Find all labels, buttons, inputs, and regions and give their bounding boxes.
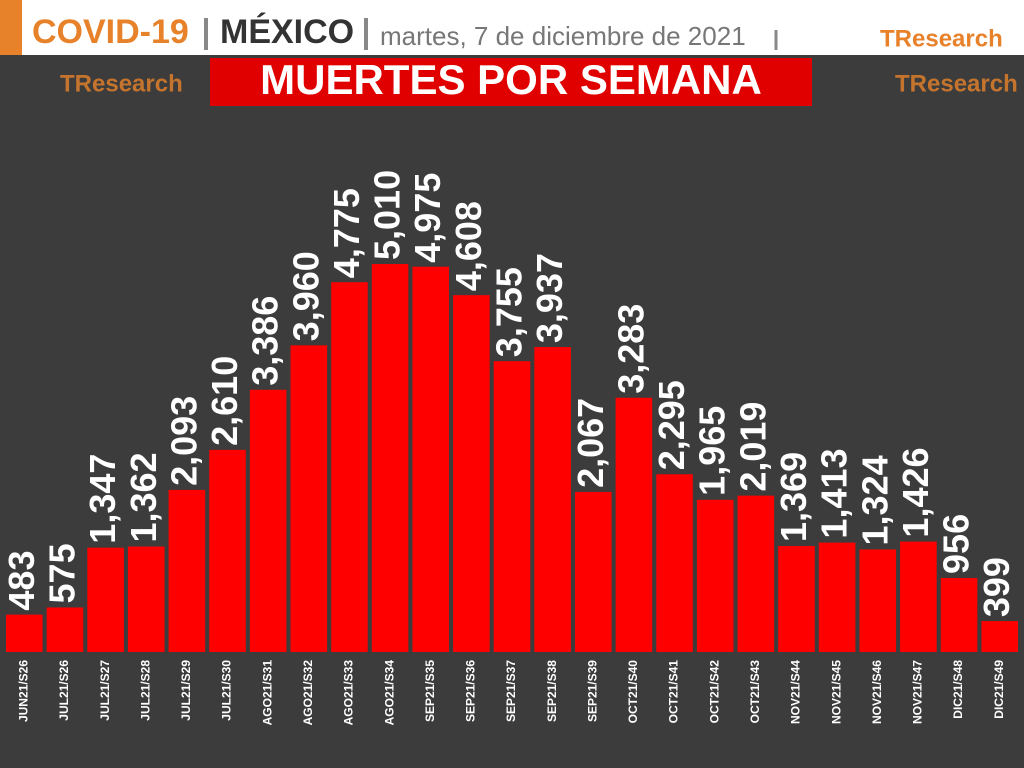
bar: [656, 474, 693, 652]
bar: [46, 607, 84, 652]
bar: [981, 621, 1018, 652]
x-tick-label: NOV21/S46: [870, 660, 884, 724]
value-label: 575: [41, 543, 82, 603]
bar: [290, 345, 328, 652]
title-box: [210, 58, 812, 106]
x-tick-label: SEP21/S37: [504, 660, 518, 722]
value-label: 956: [936, 514, 977, 574]
bar: [249, 389, 287, 652]
value-label: 3,960: [285, 251, 326, 341]
value-label: 1,965: [692, 406, 733, 496]
bar: [778, 545, 815, 652]
x-tick-label: JUL21/S30: [220, 660, 234, 721]
x-tick-label: SEP21/S38: [545, 660, 559, 722]
value-label: 3,386: [245, 296, 286, 386]
value-label: 483: [1, 551, 42, 611]
value-label: 1,413: [814, 448, 855, 538]
x-tick-label: AGO21/S32: [301, 660, 315, 726]
bar: [87, 547, 124, 652]
x-tick-label: OCT21/S40: [626, 660, 640, 724]
logo: TResearch: [60, 70, 183, 97]
x-tick-label: AGO21/S34: [382, 660, 396, 726]
x-tick-label: JUL21/S29: [179, 660, 193, 721]
bar: [6, 614, 43, 652]
x-tick-label: JUL21/S27: [98, 660, 112, 721]
value-label: 2,067: [570, 398, 611, 488]
x-tick-label: DIC21/S48: [951, 660, 965, 719]
x-tick-label: SEP21/S35: [423, 660, 437, 722]
bar: [168, 489, 206, 652]
logo: TResearch: [895, 70, 1018, 97]
bar: [534, 347, 571, 652]
bar: [615, 397, 653, 652]
bar: [574, 491, 612, 652]
value-label: 1,347: [82, 454, 123, 544]
value-label: 1,362: [123, 452, 164, 542]
logo: TResearch: [880, 25, 1003, 52]
x-tick-label: OCT21/S42: [707, 660, 721, 724]
bar: [940, 577, 978, 652]
bar: [818, 542, 856, 652]
bar: [737, 495, 775, 652]
topic: COVID-19: [32, 13, 189, 51]
value-label: 1,369: [773, 452, 814, 542]
value-label: 5,010: [367, 170, 408, 260]
accent-bar: [0, 0, 22, 55]
bar: [209, 449, 246, 652]
value-label: 4,775: [326, 188, 367, 278]
x-tick-label: AGO21/S33: [342, 660, 356, 726]
value-label: 1,324: [854, 455, 895, 545]
x-tick-label: NOV21/S44: [789, 660, 803, 724]
value-label: 1,426: [895, 447, 936, 537]
x-tick-label: JUN21/S26: [16, 660, 30, 722]
x-tick-label: NOV21/S47: [911, 660, 925, 724]
bar: [127, 546, 165, 652]
date: martes, 7 de diciembre de 2021: [380, 21, 746, 51]
x-tick-label: JUL21/S28: [138, 660, 152, 721]
x-tick-label: NOV21/S45: [829, 660, 843, 724]
bar: [331, 282, 368, 652]
value-label: 3,283: [610, 304, 651, 394]
x-tick-label: DIC21/S49: [992, 660, 1006, 719]
x-tick-label: JUL21/S26: [57, 660, 71, 721]
bar: [859, 549, 897, 652]
bar: [371, 264, 409, 652]
chart-title: MUERTES POR SEMANA: [260, 56, 762, 103]
value-label: 3,937: [529, 253, 570, 343]
value-label: 3,755: [489, 267, 530, 357]
value-label: 2,610: [204, 356, 245, 446]
value-label: 2,093: [163, 396, 204, 486]
x-tick-label: OCT21/S43: [748, 660, 762, 724]
x-tick-label: SEP21/S39: [585, 660, 599, 722]
value-label: 399: [976, 557, 1017, 617]
bar: [453, 295, 490, 652]
x-tick-label: AGO21/S31: [260, 660, 274, 726]
x-tick-label: OCT21/S41: [667, 660, 681, 724]
value-label: 2,019: [732, 402, 773, 492]
x-tick-label: SEP21/S36: [464, 660, 478, 722]
bar: [412, 266, 450, 652]
bar: [900, 541, 937, 652]
bar: [696, 499, 734, 652]
country: MÉXICO: [220, 13, 354, 51]
bar: [493, 361, 531, 652]
value-label: 2,295: [651, 380, 692, 470]
value-label: 4,975: [407, 173, 448, 263]
value-label: 4,608: [448, 201, 489, 291]
